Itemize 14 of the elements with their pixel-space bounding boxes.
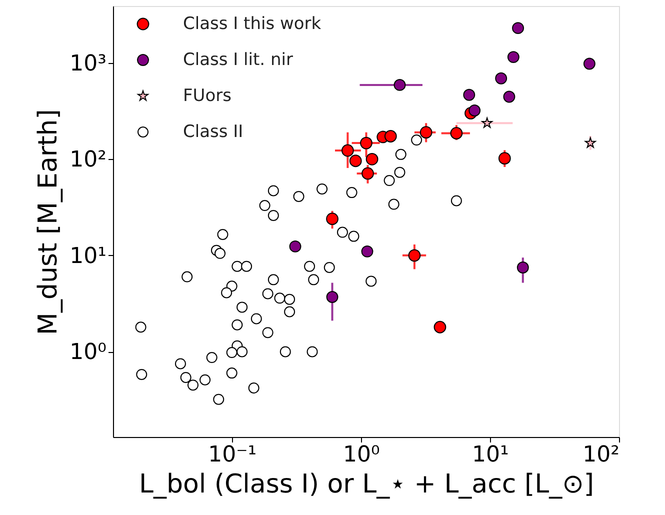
legend-label: Class II (183, 122, 244, 142)
x-tick-label: 10⁰ (342, 442, 380, 468)
legend-label: Class I this work (183, 14, 322, 34)
legend-label: FUors (183, 86, 232, 106)
y-tick-label: 10³ (70, 51, 106, 76)
x-tick-label: 10¹ (472, 442, 509, 468)
y-tick-label: 10² (70, 148, 106, 173)
x-tick-label: 10⁻¹ (208, 442, 257, 468)
legend-label: Class I lit. nir (183, 50, 293, 70)
y-tick-label: 10⁰ (70, 340, 107, 366)
x-axis-title: L_bol (Class I) or L_⋆ + L_acc [L_⊙] (138, 470, 594, 500)
x-tick-label: 10² (582, 442, 620, 468)
y-axis-title: M_dust [M_Earth] (34, 109, 64, 335)
y-tick-label: 10¹ (70, 244, 106, 269)
